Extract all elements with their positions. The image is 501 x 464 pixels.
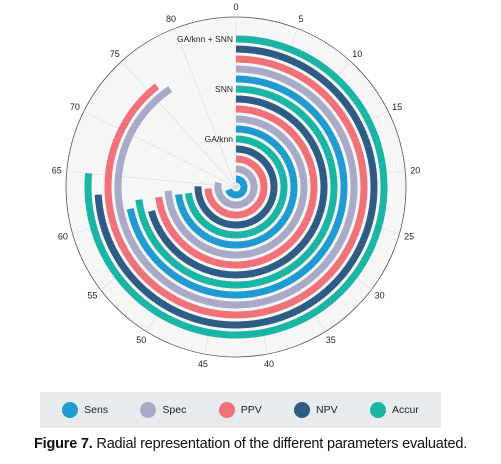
ring-npv xyxy=(147,95,328,279)
ring-npv xyxy=(194,145,278,229)
ring-npv xyxy=(94,45,378,329)
gridline xyxy=(83,110,237,188)
legend-item-ppv: PPV xyxy=(218,402,262,418)
legend-label: NPV xyxy=(316,404,338,416)
legend-swatch-sens xyxy=(62,402,79,418)
ring-accur xyxy=(84,35,388,339)
radial-bar-chart: 0 5 10 15 20 25 30 35 40 45 50 55 60 65 70 75 80 GA/knn … xyxy=(52,2,420,369)
legend-swatch-npv xyxy=(294,402,311,418)
legend-item-sens: Sens xyxy=(62,402,108,418)
ring-accur xyxy=(184,135,288,239)
gridline xyxy=(174,28,237,188)
ring-sens xyxy=(175,125,298,249)
caption-lead: Figure 7. xyxy=(33,436,93,452)
legend-label: PPV xyxy=(240,404,262,416)
legend-label: Spec xyxy=(162,404,187,416)
gridline xyxy=(121,61,237,188)
angle-tick-label: 70 xyxy=(70,102,80,112)
angle-tick-label: 10 xyxy=(352,49,362,59)
data-rings xyxy=(84,35,388,339)
ring-ppv xyxy=(204,155,268,219)
ring-accur xyxy=(135,85,338,289)
angle-tick-label: 35 xyxy=(326,335,336,345)
figure-caption: Figure 7. Radial representation of the d… xyxy=(0,436,501,452)
angle-tick-label: 0 xyxy=(233,2,238,12)
ring-sens xyxy=(126,75,348,299)
ring-sens xyxy=(225,175,248,199)
angle-tick-label: 80 xyxy=(166,14,176,24)
legend-item-spec: Spec xyxy=(140,402,186,418)
gridline xyxy=(66,171,237,188)
angle-tick-label: 60 xyxy=(58,231,68,241)
group-label: GA/knn + SNN xyxy=(177,34,233,44)
group-labels: GA/knn + SNN SNN GA/knn xyxy=(177,34,233,144)
group-label: SNN xyxy=(215,84,233,94)
ring-ppv xyxy=(155,105,318,269)
angle-tick-label: 75 xyxy=(110,49,120,59)
angle-tick-labels: 0 5 10 15 20 25 30 35 40 45 50 55 60 65 70 75 80 xyxy=(52,2,420,369)
angle-tick-label: 45 xyxy=(198,359,208,369)
caption-text: Radial representation of the different p… xyxy=(92,436,468,452)
group-label: GA/knn xyxy=(205,134,234,144)
angle-tick-label: 40 xyxy=(264,359,274,369)
angle-tick-label: 65 xyxy=(52,165,62,175)
ring-spec xyxy=(214,165,258,209)
legend-swatch-accur xyxy=(369,402,386,418)
ring-spec xyxy=(114,65,358,309)
legend-label: Accur xyxy=(391,404,419,416)
angle-tick-label: 5 xyxy=(299,14,304,24)
angle-tick-label: 30 xyxy=(375,290,385,300)
legend-item-npv: NPV xyxy=(294,402,338,418)
angle-tick-label: 20 xyxy=(410,165,420,175)
ring-ppv xyxy=(104,55,368,319)
legend: Sens Spec PPV NPV Accur xyxy=(40,392,441,428)
ring-spec xyxy=(164,115,308,259)
legend-swatch-spec xyxy=(140,402,157,418)
angle-tick-label: 55 xyxy=(87,290,97,300)
legend-swatch-ppv xyxy=(218,402,235,418)
angle-tick-label: 25 xyxy=(404,231,414,241)
angle-tick-label: 15 xyxy=(392,102,402,112)
angle-tick-label: 50 xyxy=(136,335,146,345)
legend-item-accur: Accur xyxy=(369,402,419,418)
legend-label: Sens xyxy=(84,404,109,416)
